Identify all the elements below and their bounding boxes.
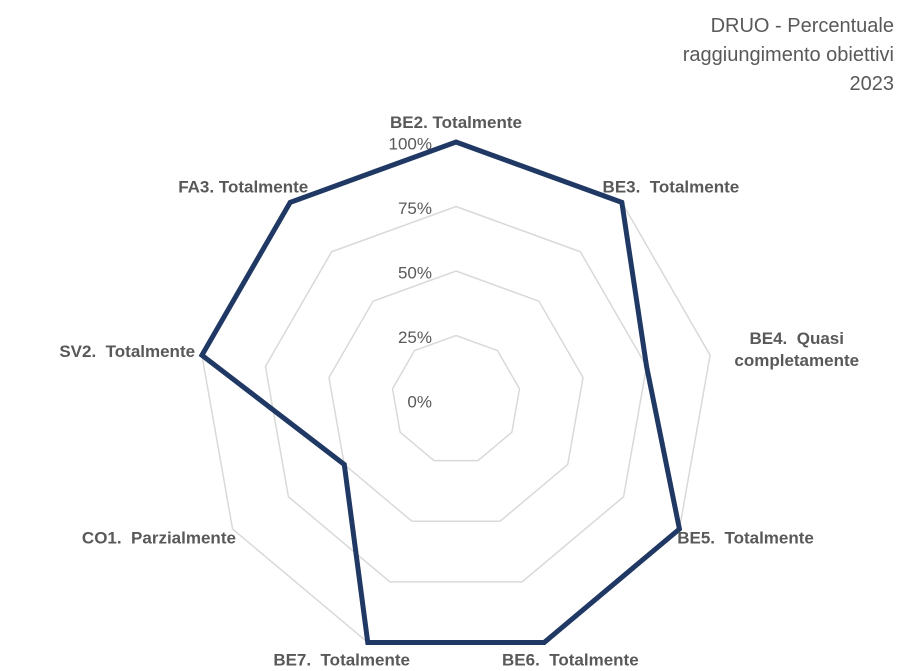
category-label: BE6. Totalmente [502,650,639,670]
category-label: CO1. Parzialmente [81,528,236,548]
grid-ring [264,205,648,583]
y-tick-label: 0% [407,392,432,411]
category-label: BE5. Totalmente [677,528,814,548]
y-tick-label: 75% [398,199,432,218]
category-label: SV2. Totalmente [59,341,196,361]
y-tick-label: 100% [389,134,432,153]
series-line [198,139,683,645]
category-label: FA3. Totalmente [178,177,309,197]
category-label: BE2. Totalmente [390,113,522,132]
y-tick-label: 50% [398,263,432,282]
category-label: BE7. Totalmente [273,650,410,670]
grid-ring [391,334,521,462]
category-label: BE4. Quasi completamente [734,328,860,370]
y-tick-label: 25% [398,328,432,347]
category-label: BE3. Totalmente [602,177,740,197]
chart-title: DRUO - Percentuale raggiungimento obiett… [682,15,894,95]
grid-ring [328,270,584,522]
